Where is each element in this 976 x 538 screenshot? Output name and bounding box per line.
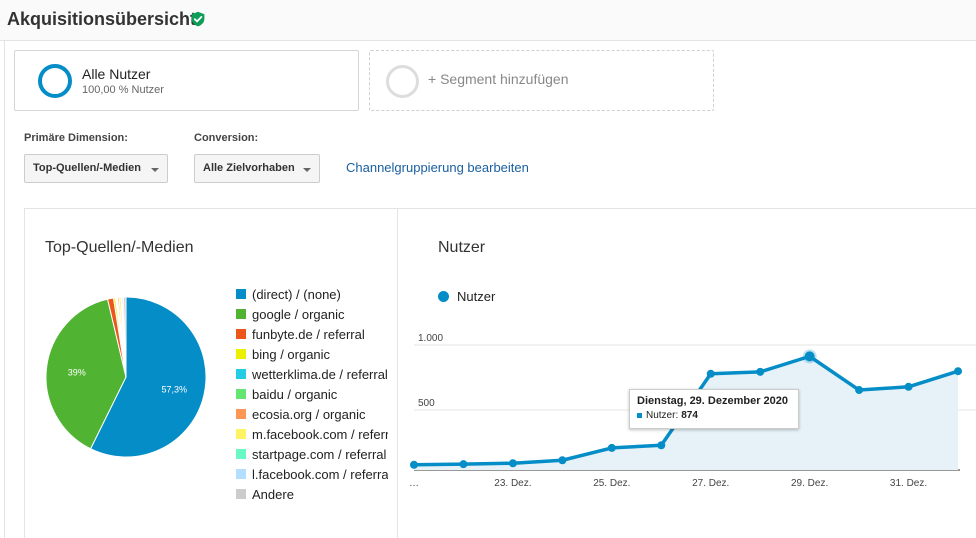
conversion-dropdown[interactable]: Alle Zielvorhaben	[194, 154, 320, 183]
tooltip-value: 874	[681, 410, 698, 421]
series-legend-label: Nutzer	[457, 289, 496, 304]
tooltip-title: Dienstag, 29. Dezember 2020	[637, 395, 789, 407]
line-panel	[397, 208, 976, 538]
legend-label: Andere	[252, 486, 294, 502]
header-bar: Akquisitionsübersicht	[0, 0, 976, 41]
primary-dimension-dropdown[interactable]: Top-Quellen/-Medien	[24, 154, 168, 183]
legend-swatch	[236, 309, 246, 319]
line-chart-title: Nutzer	[438, 239, 486, 256]
primary-dimension-value: Top-Quellen/-Medien	[33, 162, 141, 174]
legend-label: ecosia.org / organic	[252, 406, 366, 422]
data-point[interactable]	[558, 456, 567, 465]
y-tick-label: 500	[418, 398, 435, 409]
legend-label: (direct) / (none)	[252, 286, 341, 302]
chevron-down-icon	[303, 168, 311, 172]
legend-item[interactable]: l.facebook.com / referral	[236, 464, 388, 484]
legend-label: baidu / organic	[252, 386, 338, 402]
legend-item[interactable]: google / organic	[236, 304, 388, 324]
y-tick-label: 1.000	[418, 333, 443, 344]
add-segment-ring-icon	[386, 65, 419, 98]
legend-swatch	[236, 329, 246, 339]
page-title: Akquisitionsübersicht	[7, 9, 197, 29]
legend-item[interactable]: bing / organic	[236, 344, 388, 364]
edit-channel-grouping-link[interactable]: Channelgruppierung bearbeiten	[346, 160, 529, 175]
legend-item[interactable]: funbyte.de / referral	[236, 324, 388, 344]
x-tick-label: 29. Dez.	[791, 478, 828, 489]
segment-all-users[interactable]: Alle Nutzer 100,00 % Nutzer	[14, 50, 359, 111]
x-tick-label: …	[409, 478, 419, 489]
pie-legend: (direct) / (none) google / organic funbyte…	[236, 284, 388, 504]
segment-name: Alle Nutzer	[82, 66, 151, 82]
legend-label: l.facebook.com / referral	[252, 466, 388, 482]
pie-slice[interactable]	[89, 296, 207, 458]
x-tick-label: 23. Dez.	[494, 478, 531, 489]
tooltip-label: Nutzer:	[646, 410, 679, 421]
pie-panel	[24, 208, 398, 538]
legend-item[interactable]: m.facebook.com / referral	[236, 424, 388, 444]
data-point[interactable]	[657, 441, 666, 450]
pie-slice[interactable]	[122, 296, 127, 378]
conversion-label: Conversion:	[194, 132, 259, 144]
add-segment-button[interactable]: + Segment hinzufügen	[369, 50, 714, 111]
tooltip-row: Nutzer: 874	[637, 410, 791, 421]
series-dot-icon	[438, 291, 449, 302]
legend-label: funbyte.de / referral	[252, 326, 365, 342]
main-content	[4, 41, 976, 538]
legend-item[interactable]: ecosia.org / organic	[236, 404, 388, 424]
add-segment-label: + Segment hinzufügen	[428, 71, 569, 87]
data-point[interactable]	[508, 459, 517, 468]
legend-swatch	[236, 369, 246, 379]
legend-item[interactable]: startpage.com / referral	[236, 444, 388, 464]
legend-label: bing / organic	[252, 346, 331, 362]
segment-percentage: 100,00 % Nutzer	[82, 84, 164, 96]
legend-item[interactable]: baidu / organic	[236, 384, 388, 404]
pie-chart-title: Top-Quellen/-Medien	[45, 239, 194, 256]
x-tick-label: 31. Dez.	[890, 478, 927, 489]
pie-slice-label: 39%	[68, 367, 86, 377]
legend-swatch	[236, 489, 246, 499]
chevron-down-icon	[151, 168, 159, 172]
data-point[interactable]	[410, 460, 418, 469]
data-point[interactable]	[459, 460, 468, 469]
legend-swatch	[236, 449, 246, 459]
legend-swatch	[236, 349, 246, 359]
legend-item[interactable]: wetterklima.de / referral	[236, 364, 388, 384]
data-point[interactable]	[706, 369, 715, 378]
legend-label: m.facebook.com / referral	[252, 426, 388, 442]
legend-label: startpage.com / referral	[252, 446, 387, 462]
x-tick-label: 25. Dez.	[593, 478, 630, 489]
legend-item[interactable]: (direct) / (none)	[236, 284, 388, 304]
segment-ring-icon	[38, 64, 72, 98]
pie-chart: 57,3% 39%	[45, 296, 207, 458]
pie-slice-label: 57,3%	[162, 384, 188, 394]
legend-swatch	[236, 409, 246, 419]
legend-item[interactable]: Andere	[236, 484, 388, 504]
data-point[interactable]	[804, 351, 815, 362]
data-point[interactable]	[607, 443, 616, 452]
data-point[interactable]	[904, 382, 913, 391]
primary-dimension-label: Primäre Dimension:	[24, 132, 128, 144]
data-point[interactable]	[855, 386, 864, 395]
verified-shield-icon	[191, 11, 205, 27]
data-point[interactable]	[756, 367, 765, 376]
legend-label: google / organic	[252, 306, 345, 322]
x-tick-label: 27. Dez.	[692, 478, 729, 489]
legend-swatch	[236, 389, 246, 399]
legend-swatch	[236, 429, 246, 439]
line-series-legend: Nutzer	[438, 289, 495, 304]
legend-swatch	[236, 469, 246, 479]
series-square-icon	[637, 413, 642, 418]
legend-swatch	[236, 289, 246, 299]
data-point[interactable]	[954, 367, 962, 376]
pie-slice[interactable]	[45, 298, 127, 450]
chart-tooltip: Dienstag, 29. Dezember 2020 Nutzer: 874	[629, 389, 799, 429]
conversion-value: Alle Zielvorhaben	[203, 162, 295, 174]
legend-label: wetterklima.de / referral	[252, 366, 388, 382]
